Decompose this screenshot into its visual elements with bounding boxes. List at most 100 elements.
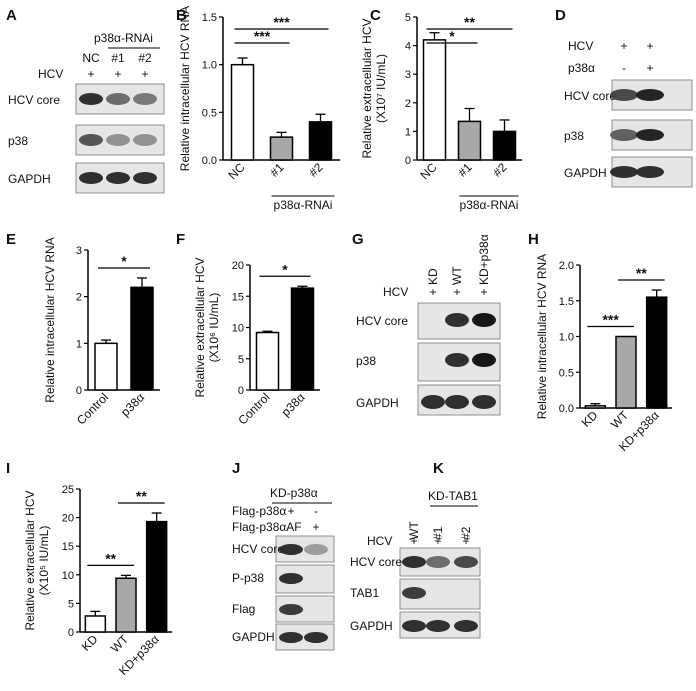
band [636, 89, 664, 101]
bar-chart-B: 0.0 0.5 1.0 1.5 Relative intracellular HCV R… [178, 6, 340, 212]
y-tick-label: 1.5 [559, 296, 574, 308]
group-label: p38α-RNAi [460, 198, 519, 212]
blot-panel-J: KD-p38α Flag-p38α Flag-p38αAF + - - + HCV core P… [232, 486, 335, 651]
sign: + [312, 520, 319, 534]
y-tick-label: 0 [405, 155, 411, 167]
category-label: p38α [279, 390, 308, 419]
bar [422, 39, 447, 161]
panel-letter-G: G [352, 231, 364, 248]
lane-label: #1 [431, 526, 445, 540]
y-tick-label: 5 [405, 12, 411, 24]
y-tick-label: 2.0 [559, 260, 574, 272]
row-label: GAPDH [564, 166, 607, 180]
band [426, 620, 450, 632]
band [133, 134, 157, 146]
row-label: TAB1 [350, 586, 379, 600]
band [421, 395, 445, 409]
group-label: p38α-RNAi [94, 31, 153, 45]
y-tick-label: 1 [405, 126, 411, 138]
y-axis-label: Relative extracellular HCV [23, 490, 37, 630]
lane-label: NC [82, 51, 100, 65]
blot-panel-D: HCV p38α + + - + HCV core p38 GAPDH [564, 39, 693, 188]
panel-letter-E: E [6, 231, 16, 248]
y-tick-label: 0.0 [559, 403, 574, 415]
y-tick-label: 2 [76, 292, 82, 304]
y-tick-label: 0 [76, 385, 82, 397]
y-tick-label: 1.0 [559, 332, 574, 344]
band [636, 166, 664, 178]
panel-letter-D: D [555, 7, 566, 24]
band [454, 587, 478, 599]
significance-label: *** [602, 312, 619, 328]
category-label: WT [108, 632, 132, 656]
sign: - [622, 61, 626, 75]
band [133, 93, 157, 105]
bar-chart-H: 0.0 0.5 1.0 1.5 2.0 Relative intracellular HC… [535, 254, 672, 454]
y-tick-label: 1.0 [202, 60, 217, 72]
band [304, 632, 328, 643]
panel-letter-J: J [232, 460, 240, 477]
plus-sign: + [453, 285, 460, 299]
sign: - [289, 520, 293, 534]
y-tick-label: 0 [238, 385, 244, 397]
hcv-label: HCV [568, 39, 593, 53]
y-tick-label: 5 [68, 598, 74, 610]
y-tick-label: 0.5 [559, 367, 574, 379]
sign: + [620, 39, 627, 53]
band [402, 587, 426, 599]
bar [255, 331, 280, 391]
bar [308, 121, 333, 161]
sign: + [287, 504, 294, 518]
lane-label: WT [407, 521, 421, 540]
group-label: p38α-RNAi [274, 198, 333, 212]
band [106, 93, 130, 105]
bar [615, 335, 637, 409]
band [445, 395, 469, 409]
bar [115, 577, 137, 633]
category-label: #2 [490, 160, 510, 180]
panel-letter-I: I [6, 460, 10, 477]
plus-sign: + [429, 285, 436, 299]
bar [584, 405, 607, 409]
category-label: WT [608, 408, 632, 432]
hcv-label: HCV [383, 285, 408, 299]
row-label: GAPDH [350, 619, 393, 633]
lane-label: #2 [138, 51, 152, 65]
band [610, 129, 638, 141]
hcv-label: HCV [38, 67, 63, 81]
panel-letter-H: H [528, 231, 539, 248]
plus-sign: + [410, 534, 417, 548]
significance-label: * [282, 261, 288, 277]
band [106, 172, 130, 184]
band [426, 556, 450, 568]
band [454, 556, 478, 568]
y-tick-label: 25 [62, 484, 74, 496]
bar [130, 286, 154, 391]
plus-sign: + [480, 285, 487, 299]
band [445, 313, 469, 327]
condition-label: Flag-p38αAF [232, 520, 302, 534]
bar [269, 136, 294, 161]
row-label: HCV core [8, 93, 60, 107]
plus-sign: + [141, 67, 148, 81]
blot-panel-G: KD WT KD+p38α HCV + + + HCV core p38 GAPDH [356, 234, 501, 416]
band [472, 313, 496, 327]
band [445, 353, 469, 367]
category-label: NC [225, 160, 247, 182]
row-label: HCV core [356, 314, 408, 328]
band [79, 134, 103, 146]
y-tick-label: 1.5 [202, 12, 217, 24]
band [279, 573, 303, 584]
y-tick-label: 10 [232, 323, 244, 335]
y-axis-label: Relative extracellular HCV [360, 18, 374, 158]
category-label: NC [417, 160, 439, 182]
lane-label: WT [450, 266, 464, 285]
condition-label: Flag-p38α [232, 504, 286, 518]
y-axis-unit: (X10⁵ IU/mL) [37, 526, 51, 596]
band [279, 544, 303, 555]
row-label: P-p38 [232, 571, 264, 585]
blot-panel-A: p38α-RNAi NC #1 #2 HCV + + + HCV core p38 GAPDH [8, 31, 165, 194]
bar [457, 120, 482, 161]
bar-chart-F: 0 5 10 15 20 Relative extracellular HCV (X10⁶ … [193, 257, 320, 427]
